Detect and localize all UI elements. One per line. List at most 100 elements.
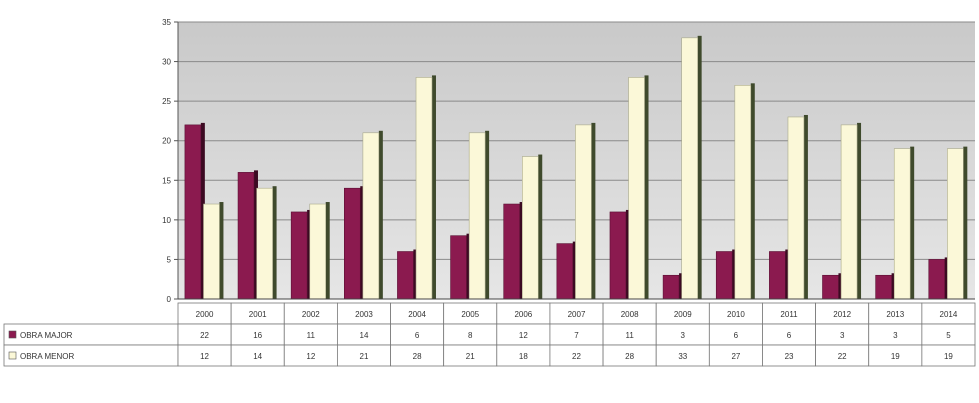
bar-menor-2003 xyxy=(362,132,380,300)
data-label-major: 6 xyxy=(415,331,420,340)
y-tick-label: 0 xyxy=(167,295,172,304)
x-tick-label: 2010 xyxy=(727,310,745,319)
bar-menor-2010 xyxy=(734,85,752,300)
bar-major-2001 xyxy=(237,172,255,300)
y-tick-label: 20 xyxy=(162,137,171,146)
bar-shadow xyxy=(485,130,490,299)
x-tick-label: 2001 xyxy=(249,310,267,319)
bar-menor-2005 xyxy=(468,132,486,300)
data-label-menor: 18 xyxy=(519,352,528,361)
y-tick-label: 30 xyxy=(162,58,171,67)
bar-shadow xyxy=(910,146,915,299)
y-tick-label: 15 xyxy=(162,176,171,185)
x-tick-label: 2011 xyxy=(780,310,798,319)
x-tick-label: 2014 xyxy=(940,310,958,319)
bar-shadow xyxy=(944,257,949,299)
bars xyxy=(178,35,975,300)
bar-major-2004 xyxy=(397,251,414,300)
bar-shadow xyxy=(644,75,649,300)
data-label-major: 7 xyxy=(574,331,579,340)
data-label-major: 22 xyxy=(200,331,209,340)
bar-major-2010 xyxy=(715,251,733,300)
data-label-major: 11 xyxy=(307,331,316,340)
data-label-major: 5 xyxy=(946,331,951,340)
x-tick-label: 2002 xyxy=(302,310,320,319)
legend-entry: OBRA MENOR xyxy=(20,352,74,361)
data-label-menor: 27 xyxy=(731,352,740,361)
data-label-major: 3 xyxy=(893,331,898,340)
bar-shadow xyxy=(272,186,277,299)
data-label-menor: 21 xyxy=(466,352,475,361)
bar-major-2012 xyxy=(822,274,839,300)
legend-swatch xyxy=(8,330,17,339)
bar-menor-2001 xyxy=(256,187,273,300)
bar-shadow xyxy=(253,170,258,299)
bar-shadow xyxy=(785,249,790,299)
bar-shadow xyxy=(625,209,630,299)
data-label-menor: 22 xyxy=(838,352,847,361)
data-label-major: 12 xyxy=(519,331,528,340)
x-tick-label: 2007 xyxy=(568,310,586,319)
data-label-menor: 12 xyxy=(306,352,315,361)
bar-shadow xyxy=(360,186,365,299)
bar-menor-2007 xyxy=(575,124,592,300)
bar-menor-2013 xyxy=(893,148,911,300)
x-tick-label: 2009 xyxy=(674,310,692,319)
bar-shadow xyxy=(963,146,968,299)
bar-major-2002 xyxy=(290,211,308,300)
bar-menor-2011 xyxy=(787,116,805,300)
data-label-menor: 12 xyxy=(200,352,209,361)
x-tick-label: 2008 xyxy=(621,310,639,319)
bar-menor-2012 xyxy=(840,124,858,300)
data-label-menor: 28 xyxy=(413,352,422,361)
data-label-major: 14 xyxy=(360,331,369,340)
bar-menor-2002 xyxy=(309,203,327,300)
bar-menor-2014 xyxy=(947,148,964,300)
data-label-menor: 21 xyxy=(360,352,369,361)
table-cell xyxy=(921,344,976,367)
data-label-major: 3 xyxy=(681,331,686,340)
bar-major-2003 xyxy=(344,187,361,300)
bar-menor-2006 xyxy=(522,156,539,300)
x-tick-label: 2003 xyxy=(355,310,373,319)
y-tick-label: 25 xyxy=(162,97,171,106)
bar-menor-2009 xyxy=(681,37,698,300)
data-label-major: 11 xyxy=(625,331,634,340)
bar-major-2009 xyxy=(662,274,680,300)
bar-shadow xyxy=(803,114,808,299)
x-tick-label: 2012 xyxy=(833,310,851,319)
data-label-major: 16 xyxy=(253,331,262,340)
data-label-menor: 23 xyxy=(785,352,794,361)
bar-shadow xyxy=(572,241,577,299)
bar-shadow xyxy=(325,202,330,299)
data-label-major: 8 xyxy=(468,331,473,340)
bar-menor-2000 xyxy=(203,203,220,300)
data-label-major: 6 xyxy=(787,331,792,340)
y-tick-label: 5 xyxy=(167,255,172,264)
legend-swatch xyxy=(8,351,17,360)
bar-shadow xyxy=(838,273,843,299)
bar-shadow xyxy=(200,122,205,299)
bar-shadow xyxy=(732,249,737,299)
bar-menor-2004 xyxy=(415,77,433,300)
x-tick-label: 2005 xyxy=(461,310,479,319)
y-axis: 0 5 10 15 20 25 30 35 xyxy=(162,18,179,304)
x-tick-label: 2004 xyxy=(408,310,426,319)
bar-major-2011 xyxy=(769,251,786,300)
bar-shadow xyxy=(679,273,684,299)
data-label-menor: 33 xyxy=(678,352,687,361)
data-label-major: 3 xyxy=(840,331,845,340)
bar-shadow xyxy=(219,202,224,299)
data-label-menor: 19 xyxy=(891,352,900,361)
bar-menor-2008 xyxy=(628,77,645,300)
x-tick-label: 2006 xyxy=(514,310,532,319)
bar-shadow xyxy=(697,35,702,299)
bar-shadow xyxy=(519,202,524,299)
bar-shadow xyxy=(466,233,471,299)
legend-entry: OBRA MAJOR xyxy=(20,331,73,340)
bar-shadow xyxy=(538,154,543,299)
bar-shadow xyxy=(891,273,896,299)
data-label-menor: 14 xyxy=(253,352,262,361)
data-label-menor: 19 xyxy=(944,352,953,361)
bar-shadow xyxy=(413,249,418,299)
